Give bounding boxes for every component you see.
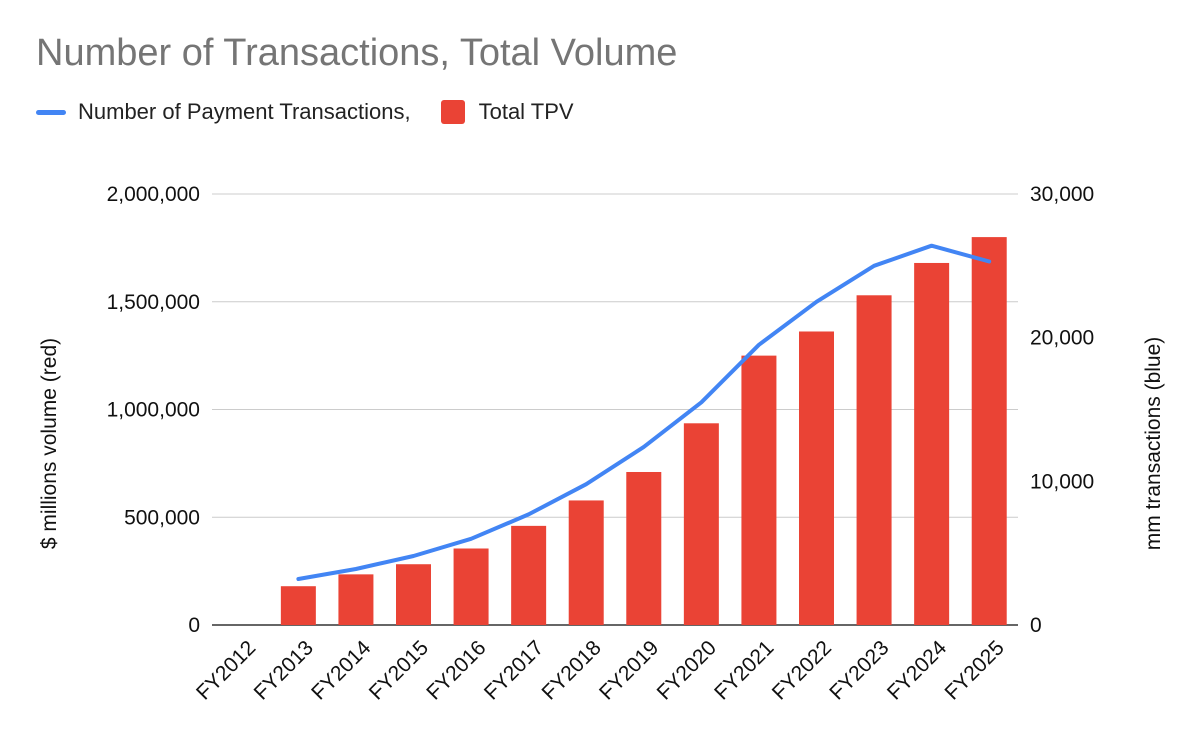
- y-left-tick-label: 1,000,000: [107, 399, 200, 422]
- bar-fy2013: [280, 586, 316, 625]
- bar-fy2021: [741, 355, 777, 625]
- bar-fy2018: [568, 500, 604, 625]
- x-tick-label: FY2014: [307, 636, 375, 704]
- x-tick-label: FY2016: [422, 636, 490, 704]
- bar-fy2019: [626, 471, 662, 625]
- x-tick-label: FY2024: [883, 636, 951, 704]
- y-right-tick-label: 0: [1030, 614, 1042, 637]
- legend-label-transactions: Number of Payment Transactions,: [78, 99, 411, 124]
- y-left-tick-label: 0: [188, 614, 200, 637]
- x-tick-label: FY2022: [768, 636, 836, 704]
- bar-fy2016: [453, 548, 489, 625]
- y-right-axis-title: mm transactions (blue): [1142, 337, 1165, 551]
- line-series-transactions: [296, 243, 992, 581]
- y-right-tick-label: 10,000: [1030, 470, 1094, 493]
- bar-fy2024: [914, 262, 950, 625]
- x-tick-label: FY2013: [250, 636, 318, 704]
- x-tick-label: FY2017: [480, 636, 548, 704]
- chart-title: Number of Transactions, Total Volume: [36, 32, 678, 74]
- bar-fy2022: [799, 331, 834, 625]
- bar-fy2020: [683, 423, 719, 625]
- y-right-tick-label: 20,000: [1030, 327, 1094, 350]
- x-tick-label: FY2021: [710, 636, 778, 704]
- x-tick-label: FY2018: [537, 636, 605, 704]
- y-left-axis-title: $ millions volume (red): [38, 338, 61, 549]
- legend-item-tpv[interactable]: Total TPV: [440, 99, 574, 125]
- legend: Number of Payment Transactions, Total TP…: [36, 99, 604, 125]
- y-right-tick-label: 30,000: [1030, 183, 1094, 206]
- bar-fy2014: [338, 574, 374, 625]
- x-tick-label: FY2020: [653, 636, 721, 704]
- x-tick-label: FY2025: [940, 636, 1008, 704]
- y-left-tick-label: 2,000,000: [107, 183, 200, 206]
- bar-fy2023: [856, 295, 892, 625]
- bar-fy2017: [511, 525, 547, 625]
- legend-line-swatch: [36, 109, 66, 115]
- bar-fy2015: [396, 564, 431, 625]
- x-tick-label: FY2015: [365, 636, 433, 704]
- x-tick-label: FY2019: [595, 636, 663, 704]
- y-left-tick-label: 500,000: [124, 506, 200, 529]
- y-left-tick-label: 1,500,000: [107, 291, 200, 314]
- x-tick-label: FY2023: [825, 636, 893, 704]
- bar-fy2025: [971, 237, 1007, 625]
- legend-bar-swatch: [440, 100, 465, 124]
- x-tick-label: FY2012: [192, 636, 260, 704]
- legend-label-tpv: Total TPV: [478, 99, 574, 124]
- legend-item-transactions[interactable]: Number of Payment Transactions,: [36, 99, 411, 125]
